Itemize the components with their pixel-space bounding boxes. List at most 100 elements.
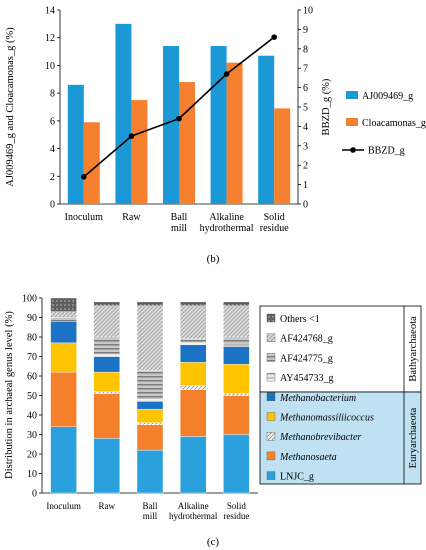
b-ytick-label-0: 0	[50, 200, 55, 211]
c-bar-af424768-g-3	[179, 305, 207, 340]
c-bar-methanomassiliicoccus-2	[136, 408, 164, 423]
c-bar-methanomassiliicoccus-1	[93, 371, 121, 392]
c-ytick-label-40: 40	[27, 411, 37, 422]
c-bar-af424768-g-2	[136, 305, 164, 371]
b-xtick-label-0: Inoculum	[65, 212, 104, 223]
b-bar-aj009469-g-4	[258, 55, 275, 204]
b-legend-swatch-aj009469-g	[346, 91, 358, 99]
c-bar-methanobrevibacter-4	[223, 393, 250, 396]
c-bar-others-1-2	[136, 301, 164, 306]
b-legend-swatch-cloacamonas-g	[346, 118, 358, 126]
b-y2tick-label-4: 4	[303, 122, 308, 133]
c-xtick-label-3: Alkaline hydrothermal	[169, 501, 218, 521]
c-legend-swatch-others-1	[266, 313, 276, 323]
b-ytick-label-10: 10	[45, 61, 55, 72]
b-legend-label-aj009469-g: AJ009469_g	[362, 91, 413, 102]
c-legend-swatch-lnjc-g	[266, 471, 276, 480]
b-ytick-label-2: 2	[50, 172, 55, 183]
c-legend-swatch-af424768-g	[266, 333, 276, 342]
c-legend-label-methanobrevibacter: Methanobrevibacter	[279, 432, 361, 443]
c-ytick-label-0: 0	[32, 489, 37, 500]
c-ytick-label-50: 50	[27, 391, 37, 402]
b-legend-label-bbzd-g: BBZD_g	[368, 146, 405, 157]
b-ytick-label-8: 8	[50, 89, 55, 100]
b-y-right-label: BBZD_g (%)	[321, 78, 332, 135]
c-bar-methanobrevibacter-1	[93, 391, 121, 394]
c-legend-label-af424775-g: AF424775_g	[280, 353, 333, 364]
c-legend-swatch-methanosaeta	[266, 451, 276, 461]
c-ytick-label-90: 90	[27, 313, 37, 324]
b-ytick-label-4: 4	[50, 144, 55, 155]
c-bar-others-1-0	[50, 297, 77, 312]
c-bar-lnjc-g-3	[179, 436, 207, 494]
c-ytick-label-80: 80	[27, 333, 37, 344]
panel-c-chart: 0 10 20 30 40 50 60 70 80 90 100 Inoculum Raw Ball mi…	[4, 294, 422, 548]
c-bar-lnjc-g-4	[223, 434, 250, 494]
c-bar-af424775-g-3	[179, 338, 207, 344]
b-bar-cloacamonas-g-4	[274, 108, 291, 204]
b-caption: (b)	[207, 253, 220, 265]
c-bar-methanobacterium-4	[223, 346, 250, 365]
c-bar-methanobrevibacter-2	[136, 422, 164, 425]
c-bar-lnjc-g-1	[93, 438, 121, 494]
c-ytick-label-60: 60	[27, 372, 37, 383]
c-bar-methanomassiliicoccus-3	[179, 362, 207, 386]
c-legend-swatch-methanomassiliicoccus	[266, 412, 276, 421]
b-y2tick-label-9: 9	[303, 25, 308, 36]
c-bar-methanomassiliicoccus-0	[50, 342, 77, 373]
b-y2tick-label-0: 0	[303, 200, 308, 211]
c-bar-af424775-g-4	[223, 336, 250, 346]
c-ytick-label-10: 10	[27, 469, 37, 480]
c-legend-label-ay454733-g: AY454733_g	[280, 373, 334, 384]
b-xtick-label-4: Solid residue	[260, 212, 289, 234]
c-xtick-label-1: Raw	[99, 501, 116, 511]
c-bar-methanosaeta-3	[179, 389, 207, 437]
b-legend: AJ009469_g Cloacamonas_g BBZD_g	[342, 91, 426, 157]
c-group-label-euryarchaeota: Euryarchaeota	[408, 407, 419, 468]
c-bar-ay454733-g-1	[93, 354, 121, 357]
b-bar-aj009469-g-0	[67, 84, 84, 204]
c-legend-swatch-methanobacterium	[266, 392, 276, 401]
c-legend-label-methanomassiliicoccus: Methanomassiliicoccus	[279, 413, 374, 424]
c-bar-ay454733-g-2	[136, 399, 164, 402]
b-bar-cloacamonas-g-2	[179, 82, 195, 204]
c-legend-label-lnjc-g: LNJC_g	[280, 472, 314, 483]
c-ytick-label-100: 100	[22, 294, 37, 305]
b-bar-cloacamonas-g-3	[226, 62, 243, 205]
c-legend-label-methanosaeta: Methanosaeta	[279, 452, 337, 463]
c-legend-box-bathyarchaeota	[259, 305, 422, 393]
b-point-bbzd-g-0	[81, 174, 87, 180]
c-legend: Others <1 AF424768_g AF424775_g AY454733_g M…	[266, 313, 374, 483]
b-legend-label-cloacamonas-g: Cloacamonas_g	[362, 118, 426, 129]
b-y2tick-label-5: 5	[303, 103, 308, 114]
b-bar-cloacamonas-g-1	[131, 100, 148, 204]
c-bar-others-1-3	[179, 301, 207, 306]
c-bar-af424775-g-0	[50, 317, 77, 322]
c-ytick-label-30: 30	[27, 430, 37, 441]
b-legend-marker-bbzd-g	[350, 147, 356, 153]
b-y2tick-label-8: 8	[303, 44, 308, 55]
c-legend-swatch-ay454733-g	[266, 372, 276, 382]
b-y2tick-label-7: 7	[303, 64, 308, 75]
c-bar-af424775-g-1	[93, 336, 121, 355]
c-bar-af424775-g-2	[136, 369, 164, 400]
c-legend-label-methanobacterium: Methanobacterium	[279, 393, 356, 404]
c-caption: (c)	[207, 536, 220, 548]
c-legend-label-af424768-g: AF424768_g	[280, 334, 333, 345]
c-bar-lnjc-g-0	[50, 426, 77, 494]
c-bar-methanobrevibacter-3	[179, 385, 207, 390]
c-xtick-label-0: Inoculum	[46, 501, 81, 511]
b-bar-aj009469-g-3	[210, 46, 227, 205]
c-bar-af424768-g-1	[93, 305, 121, 338]
b-y-left-label: AJ009469_g and Cloacamonas_g (%)	[5, 27, 16, 187]
c-bar-methanomassiliicoccus-4	[223, 364, 250, 394]
c-bar-others-1-4	[223, 301, 250, 306]
c-bar-methanosaeta-0	[50, 371, 77, 427]
b-y2tick-label-10: 10	[303, 6, 313, 17]
b-bar-aj009469-g-1	[115, 23, 132, 204]
c-ytick-label-20: 20	[27, 450, 37, 461]
c-bar-lnjc-g-2	[136, 449, 164, 494]
b-y2tick-label-1: 1	[303, 180, 308, 191]
